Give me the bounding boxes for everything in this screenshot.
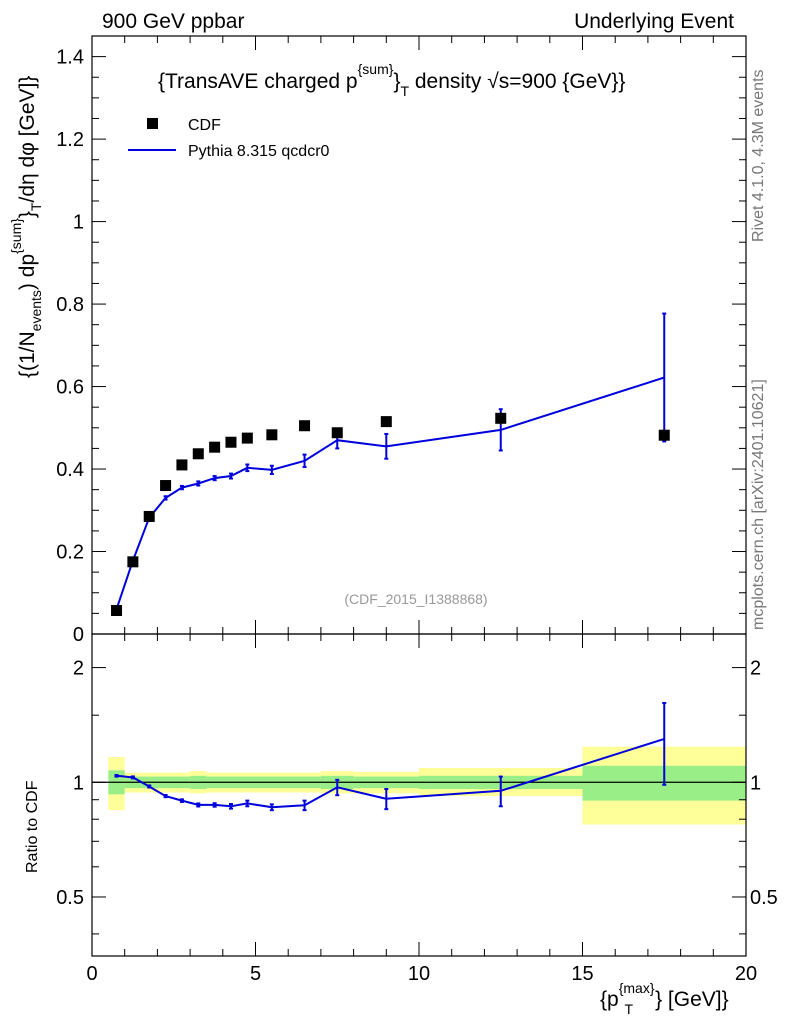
cdf-point bbox=[176, 459, 188, 471]
cdf-point bbox=[380, 416, 392, 428]
top-ytick-label-3: 0.6 bbox=[56, 377, 84, 399]
legend-label-cdf: CDF bbox=[188, 117, 221, 134]
top-ytick-label-4: 0.8 bbox=[56, 294, 84, 316]
xtick-label-3: 15 bbox=[571, 963, 593, 985]
cdf-point bbox=[160, 480, 172, 492]
xtick-label-1: 5 bbox=[250, 963, 261, 985]
cdf-point bbox=[143, 510, 155, 522]
rivet-label: Rivet 4.1.0, 4.3M events bbox=[750, 69, 767, 242]
bottom-y-axis-label: Ratio to CDF bbox=[24, 780, 41, 873]
xtick-label-2: 10 bbox=[408, 963, 430, 985]
cdf-point bbox=[127, 556, 139, 568]
pythia-line bbox=[115, 376, 665, 610]
bottom-ytick-label-left-2: 2 bbox=[73, 658, 84, 680]
top-ytick-label-6: 1.2 bbox=[56, 129, 84, 151]
cdf-point bbox=[111, 604, 123, 616]
bottom-ytick-label-right-1: 1 bbox=[750, 772, 761, 794]
top-title: {TransAVE charged p{sum}}T density √s=90… bbox=[158, 61, 625, 99]
top-y-axis-label: {(1/Nevents) dp{sum}}T/dη dφ [GeV]} bbox=[8, 76, 44, 378]
legend-marker-cdf bbox=[147, 118, 158, 129]
bottom-ytick-label-left-1: 1 bbox=[73, 772, 84, 794]
bottom-ytick-label-left-0: 0.5 bbox=[56, 887, 84, 909]
legend-label-pythia: Pythia 8.315 qcdcr0 bbox=[188, 143, 330, 160]
cdf-point bbox=[299, 420, 311, 432]
xtick-label-4: 20 bbox=[735, 963, 757, 985]
bottom-panel: 0 5 10 15 20 0.5 0.5 1 1 2 2 bbox=[56, 633, 778, 985]
xtick-label-0: 0 bbox=[86, 963, 97, 985]
bottom-ytick-label-right-2: 2 bbox=[750, 658, 761, 680]
cdf-point bbox=[658, 429, 670, 441]
cdf-point bbox=[495, 412, 507, 424]
cdf-point bbox=[266, 429, 278, 441]
mcplots-label: mcplots.cern.ch [arXiv:2401.10621] bbox=[750, 379, 767, 630]
top-ytick-label-5: 1 bbox=[73, 212, 84, 234]
legend: CDF Pythia 8.315 qcdcr0 bbox=[128, 117, 330, 160]
top-ytick-label-0: 0 bbox=[73, 624, 84, 646]
header-left: 900 GeV ppbar bbox=[102, 10, 244, 33]
cdf-point bbox=[331, 427, 343, 439]
top-ytick-label-2: 0.4 bbox=[56, 459, 84, 481]
top-ytick-label-7: 1.4 bbox=[56, 47, 84, 69]
top-panel: 0 0.2 0.4 0.6 0.8 1 1.2 1.4 bbox=[56, 35, 747, 646]
bottom-ytick-label-right-0: 0.5 bbox=[750, 887, 778, 909]
cdf-point bbox=[241, 432, 253, 444]
top-ytick-label-1: 0.2 bbox=[56, 542, 84, 564]
cdf-point bbox=[192, 448, 204, 460]
watermark-label: (CDF_2015_I1388868) bbox=[344, 591, 487, 607]
x-axis-label: {p{max} T} [GeV]} bbox=[600, 980, 729, 1017]
cdf-point bbox=[225, 436, 237, 448]
header-right: Underlying Event bbox=[574, 10, 734, 33]
cdf-point bbox=[209, 441, 221, 453]
